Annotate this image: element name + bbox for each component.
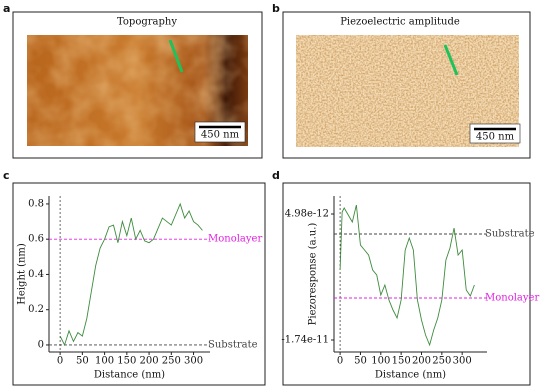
scale-bar-label: 450 nm <box>476 132 515 143</box>
reference-label: Monolayer <box>485 293 539 304</box>
x-tick-label: 300 <box>184 356 203 367</box>
x-tick-label: 0 <box>337 356 343 367</box>
panel-label: b <box>272 2 280 15</box>
x-tick-label: 300 <box>453 356 472 367</box>
x-tick-label: 100 <box>95 356 114 367</box>
x-tick-label: 150 <box>117 356 136 367</box>
x-tick-label: 200 <box>412 356 431 367</box>
line-series <box>339 204 475 347</box>
y-tick-label: -1.74e-11 <box>281 335 329 346</box>
y-tick-label: 0.2 <box>28 304 44 315</box>
panel-frame <box>282 182 531 386</box>
y-tick-label: 0 <box>38 339 44 350</box>
reference-label: Substrate <box>485 229 535 240</box>
y-axis-label: Height (nm) <box>17 243 28 305</box>
panel-frame <box>282 11 531 159</box>
x-tick-label: 0 <box>57 356 63 367</box>
arrow <box>168 39 184 73</box>
panel-frame <box>12 11 263 159</box>
x-tick-label: 50 <box>76 356 89 367</box>
x-tick-label: 50 <box>354 356 367 367</box>
reference-label: Substrate <box>208 339 258 350</box>
x-tick-label: 200 <box>140 356 159 367</box>
x-tick-label: 250 <box>162 356 181 367</box>
x-axis-label: Distance (nm) <box>94 370 165 381</box>
arrow <box>443 44 459 76</box>
panel-frame <box>12 182 266 386</box>
x-axis-label: Distance (nm) <box>375 370 446 381</box>
panel-label: c <box>3 169 10 182</box>
panel-title: Topography <box>117 17 177 28</box>
panel-title: Piezoelectric amplitude <box>340 17 460 28</box>
x-tick-label: 250 <box>432 356 451 367</box>
y-tick-label: 0.6 <box>28 234 44 245</box>
y-tick-label: 0.8 <box>28 198 44 209</box>
panel-label: d <box>272 169 280 182</box>
reference-label: Monolayer <box>208 234 262 245</box>
scale-bar-label: 450 nm <box>201 130 240 141</box>
line-series <box>59 202 203 347</box>
x-tick-label: 150 <box>392 356 411 367</box>
y-axis-label: Piezoresponse (a.u.) <box>308 223 319 326</box>
x-tick-label: 100 <box>371 356 390 367</box>
panel-label: a <box>3 2 10 15</box>
y-tick-label: 0.4 <box>28 269 44 280</box>
y-tick-label: 4.98e-12 <box>285 209 329 220</box>
